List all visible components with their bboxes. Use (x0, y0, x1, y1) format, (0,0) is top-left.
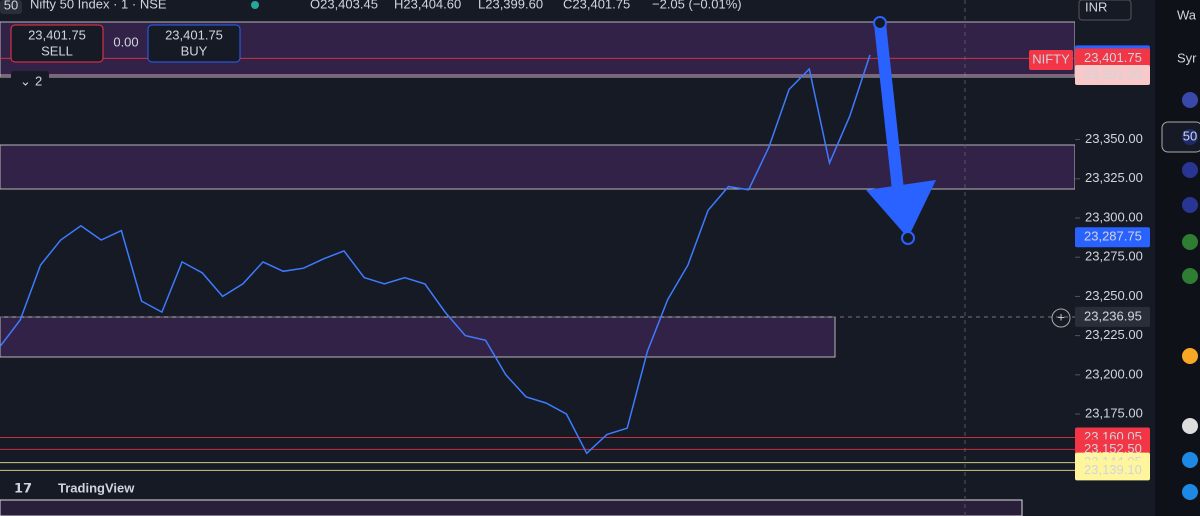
symbol-tag (1029, 50, 1073, 70)
arrow-shaft (874, 23, 904, 191)
price-label: 23,152.50 (1084, 441, 1142, 456)
y-tick-label: 23,325.00 (1085, 170, 1143, 185)
y-tick-label: 23,175.00 (1085, 405, 1143, 420)
sidebar-icon[interactable] (1182, 452, 1198, 468)
price-label: 23,391.20 (1084, 66, 1142, 81)
price-label-box (1075, 460, 1150, 481)
y-tick-label: 23,225.00 (1085, 327, 1143, 342)
zone (0, 144, 1076, 190)
price-line-series (0, 54, 871, 455)
sell-label: SELL (41, 43, 73, 58)
add-icon: + (1057, 309, 1065, 324)
sidebar-title: Wa (1177, 7, 1197, 22)
price-label-box (1075, 306, 1150, 327)
spread: 0.00 (113, 34, 138, 49)
sidebar-icon[interactable] (1182, 92, 1198, 108)
handle[interactable] (873, 16, 887, 30)
add-button[interactable] (1051, 308, 1071, 328)
sell-price: 23,401.75 (28, 27, 86, 42)
y-tick-label: 23,275.00 (1085, 249, 1143, 264)
ohlc-low: L23,399.60 (478, 0, 543, 11)
price-label-box (1075, 48, 1150, 69)
price-label: 23,401.75 (1084, 50, 1142, 65)
ohlc-high: H23,404.60 (394, 0, 461, 11)
price-label: 23,236.95 (1084, 308, 1142, 323)
chevron: ⌄ (20, 73, 31, 88)
ohlc-change: −2.05 (−0.01%) (652, 0, 742, 11)
sidebar-icon[interactable] (1182, 234, 1198, 250)
ohlc-close: C23,401.75 (563, 0, 630, 11)
brand-logo: 𝟭𝟳 (14, 480, 32, 495)
brand: TradingView (58, 480, 135, 495)
y-tick-label: 23,300.00 (1085, 209, 1143, 224)
badge-text: 50 (4, 0, 18, 12)
currency: INR (1085, 0, 1107, 14)
y-tick-label: 23,200.00 (1085, 366, 1143, 381)
price-label: 23,287.75 (1084, 229, 1142, 244)
indicator-toggle[interactable] (11, 71, 49, 93)
badge (0, 0, 22, 14)
sidebar-icon[interactable] (1182, 484, 1198, 500)
buy-label: BUY (181, 43, 208, 58)
buy-button[interactable] (147, 24, 241, 63)
y-tick-label: 23,350.00 (1085, 131, 1143, 146)
sidebar-badge: 50 (1183, 128, 1197, 143)
symbol-tag-text: NIFTY (1032, 51, 1070, 66)
price-label-box (1075, 64, 1150, 85)
buy-price: 23,401.75 (165, 27, 223, 42)
sidebar (1155, 0, 1200, 516)
currency-box[interactable] (1078, 0, 1132, 21)
sidebar-tab[interactable]: Syr (1177, 50, 1197, 65)
arrow-head (866, 180, 936, 238)
status-dot (251, 1, 259, 9)
sidebar-icon[interactable] (1182, 348, 1198, 364)
price-label: 23,139.10 (1084, 462, 1142, 477)
indicator-count: 2 (35, 73, 42, 88)
sell-button[interactable] (10, 24, 104, 63)
sidebar-icon[interactable] (1182, 418, 1198, 434)
symbol[interactable]: Nifty 50 Index · 1 · NSE (30, 0, 167, 11)
zone (0, 499, 1023, 516)
sidebar-icon (1182, 129, 1198, 145)
ohlc-open: O23,403.45 (310, 0, 378, 11)
y-tick-label: 23,250.00 (1085, 288, 1143, 303)
sidebar-icon[interactable] (1182, 268, 1198, 284)
handle[interactable] (901, 231, 915, 245)
zone (0, 316, 836, 358)
price-label-box (1075, 227, 1150, 248)
sidebar-icon[interactable] (1182, 162, 1198, 178)
sidebar-icon[interactable] (1182, 197, 1198, 213)
